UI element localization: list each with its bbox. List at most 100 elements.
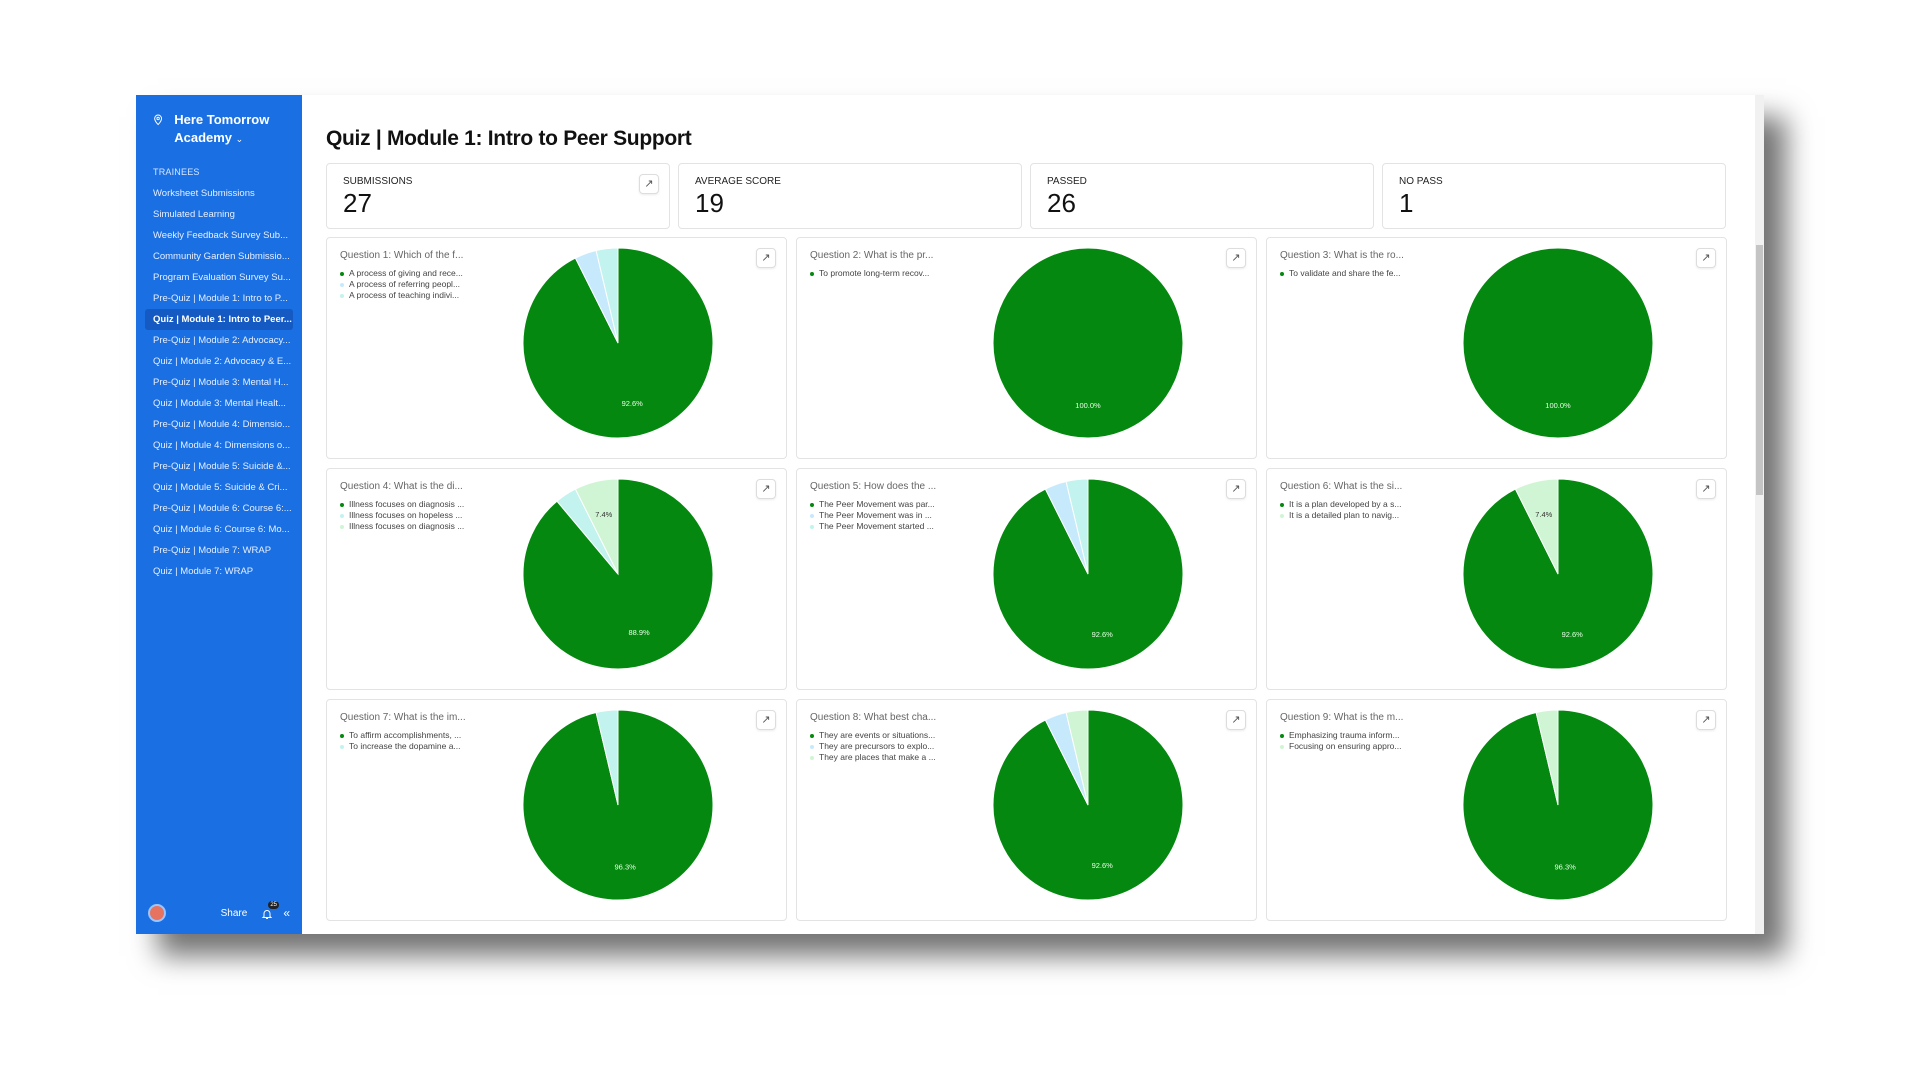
chart-legend: The Peer Movement was par... The Peer Mov…	[810, 499, 935, 532]
chart-legend: Illness focuses on diagnosis ... Illness …	[340, 499, 464, 532]
question-chart-card: 92.6% Question 5: How does the ... The Pe…	[796, 468, 1257, 690]
slice-data-label: 7.4%	[595, 510, 612, 519]
sidebar-item[interactable]: Weekly Feedback Survey Sub...	[153, 230, 288, 241]
sidebar-item[interactable]: Pre-Quiz | Module 5: Suicide &...	[153, 461, 291, 472]
pie-slice[interactable]	[1535, 709, 1559, 806]
question-chart-card: 100.0% Question 3: What is the ro... To v…	[1266, 237, 1727, 459]
legend-swatch	[810, 733, 814, 738]
slice-data-label: 92.6%	[1092, 861, 1114, 870]
pie-slice[interactable]	[574, 478, 619, 575]
scrollbar-thumb[interactable]	[1756, 245, 1763, 495]
expand-button[interactable]: ↗	[639, 174, 659, 194]
question-title: Question 9: What is the m...	[1280, 712, 1404, 723]
sidebar-item[interactable]: Pre-Quiz | Module 7: WRAP	[153, 545, 272, 556]
pie-slice[interactable]	[1065, 478, 1089, 575]
question-title: Question 6: What is the si...	[1280, 481, 1403, 492]
expand-button[interactable]: ↗	[1696, 710, 1716, 730]
legend-swatch	[340, 733, 344, 738]
legend-item[interactable]: Focusing on ensuring appro...	[1280, 741, 1401, 752]
sidebar-item[interactable]: Quiz | Module 1: Intro to Peer...	[145, 309, 293, 330]
sidebar-item[interactable]: Pre-Quiz | Module 6: Course 6:...	[153, 503, 292, 514]
workspace-switcher[interactable]: Here Tomorrow Academy ⌄	[136, 95, 302, 148]
legend-swatch	[810, 502, 814, 507]
legend-item[interactable]: Illness focuses on hopeless ...	[340, 510, 464, 521]
expand-button[interactable]: ↗	[1226, 710, 1246, 730]
legend-label: The Peer Movement was in ...	[819, 510, 932, 520]
legend-item[interactable]: A process of referring peopl...	[340, 279, 463, 290]
share-button[interactable]: Share	[220, 907, 248, 919]
pie-chart: 100.0%	[1462, 247, 1654, 439]
sidebar-item[interactable]: Quiz | Module 3: Mental Healt...	[153, 398, 286, 409]
sidebar-item[interactable]: Worksheet Submissions	[153, 188, 255, 199]
legend-item[interactable]: To validate and share the fe...	[1280, 268, 1401, 279]
legend-item[interactable]: To promote long-term recov...	[810, 268, 929, 279]
legend-label: Illness focuses on diagnosis ...	[349, 499, 465, 509]
legend-item[interactable]: It is a detailed plan to navig...	[1280, 510, 1401, 521]
legend-item[interactable]: Illness focuses on diagnosis ...	[340, 499, 464, 510]
legend-label: They are precursors to explo...	[819, 741, 935, 751]
legend-item[interactable]: They are precursors to explo...	[810, 741, 936, 752]
question-chart-card: 100.0% Question 2: What is the pr... To p…	[796, 237, 1257, 459]
legend-item[interactable]: It is a plan developed by a s...	[1280, 499, 1401, 510]
legend-label: To affirm accomplishments, ...	[349, 730, 462, 740]
sidebar-item[interactable]: Pre-Quiz | Module 4: Dimensio...	[153, 419, 291, 430]
question-charts-grid: 92.6% Question 1: Which of the f... A pro…	[326, 237, 1764, 921]
sidebar: Here Tomorrow Academy ⌄ TRAINEES Workshe…	[136, 95, 302, 934]
expand-button[interactable]: ↗	[756, 479, 776, 499]
sidebar-item[interactable]: Quiz | Module 2: Advocacy & E...	[153, 356, 292, 367]
stat-value: 26	[1047, 188, 1076, 218]
stat-value: 27	[343, 188, 372, 218]
sidebar-item[interactable]: Quiz | Module 4: Dimensions o...	[153, 440, 291, 451]
sidebar-item[interactable]: Pre-Quiz | Module 1: Intro to P...	[153, 293, 288, 304]
expand-button[interactable]: ↗	[1696, 248, 1716, 268]
legend-item[interactable]: A process of teaching indivi...	[340, 290, 463, 301]
pie-slice[interactable]	[1462, 247, 1654, 439]
expand-button[interactable]: ↗	[1226, 248, 1246, 268]
collapse-sidebar-icon[interactable]: «	[283, 906, 290, 920]
pie-slice[interactable]	[595, 247, 619, 344]
slice-data-label: 92.6%	[1562, 630, 1584, 639]
sidebar-item[interactable]: Quiz | Module 7: WRAP	[153, 566, 254, 577]
scrollbar[interactable]	[1755, 95, 1764, 934]
legend-item[interactable]: To affirm accomplishments, ...	[340, 730, 461, 741]
question-chart-card: 96.3% Question 7: What is the im... To af…	[326, 699, 787, 921]
legend-item[interactable]: A process of giving and rece...	[340, 268, 463, 279]
legend-item[interactable]: Emphasizing trauma inform...	[1280, 730, 1401, 741]
sidebar-item[interactable]: Program Evaluation Survey Su...	[153, 272, 291, 283]
arrow-up-right-icon: ↗	[1701, 714, 1711, 726]
expand-button[interactable]: ↗	[1226, 479, 1246, 499]
sidebar-item[interactable]: Pre-Quiz | Module 2: Advocacy...	[153, 335, 291, 346]
sidebar-item[interactable]: Simulated Learning	[153, 209, 235, 220]
stat-value: 1	[1399, 188, 1414, 218]
pie-slice[interactable]	[1514, 478, 1559, 575]
avatar[interactable]	[148, 904, 166, 922]
sidebar-item[interactable]: Community Garden Submissio...	[153, 251, 290, 262]
legend-swatch	[340, 744, 344, 749]
question-title: Question 4: What is the di...	[340, 481, 463, 492]
arrow-up-right-icon: ↗	[1231, 483, 1241, 495]
legend-item[interactable]: They are events or situations...	[810, 730, 936, 741]
legend-label: To validate and share the fe...	[1289, 268, 1401, 278]
question-chart-card: 92.6% Question 1: Which of the f... A pro…	[326, 237, 787, 459]
pie-slice[interactable]	[1065, 709, 1089, 806]
expand-button[interactable]: ↗	[756, 248, 776, 268]
pie-slice[interactable]	[595, 709, 619, 806]
legend-item[interactable]: They are places that make a ...	[810, 752, 936, 763]
stats-row: SUBMISSIONS 27 ↗ AVERAGE SCORE 19 PASSED 26…	[326, 163, 1726, 229]
chart-legend: To validate and share the fe...	[1280, 268, 1401, 279]
question-chart-card: 88.9% 7.4% Question 4: What is the di... I…	[326, 468, 787, 690]
expand-button[interactable]: ↗	[1696, 479, 1716, 499]
sidebar-item[interactable]: Pre-Quiz | Module 3: Mental H...	[153, 377, 289, 388]
legend-item[interactable]: The Peer Movement started ...	[810, 521, 935, 532]
expand-button[interactable]: ↗	[756, 710, 776, 730]
legend-item[interactable]: Illness focuses on diagnosis ...	[340, 521, 464, 532]
sidebar-item[interactable]: Quiz | Module 6: Course 6: Mo...	[153, 524, 290, 535]
sidebar-item[interactable]: Quiz | Module 5: Suicide & Cri...	[153, 482, 288, 493]
pie-slice[interactable]	[992, 247, 1184, 439]
notifications-button[interactable]: 25	[261, 901, 279, 919]
legend-item[interactable]: The Peer Movement was in ...	[810, 510, 935, 521]
page-title: Quiz | Module 1: Intro to Peer Support	[326, 127, 692, 150]
arrow-up-right-icon: ↗	[644, 178, 654, 190]
legend-item[interactable]: The Peer Movement was par...	[810, 499, 935, 510]
legend-item[interactable]: To increase the dopamine a...	[340, 741, 461, 752]
